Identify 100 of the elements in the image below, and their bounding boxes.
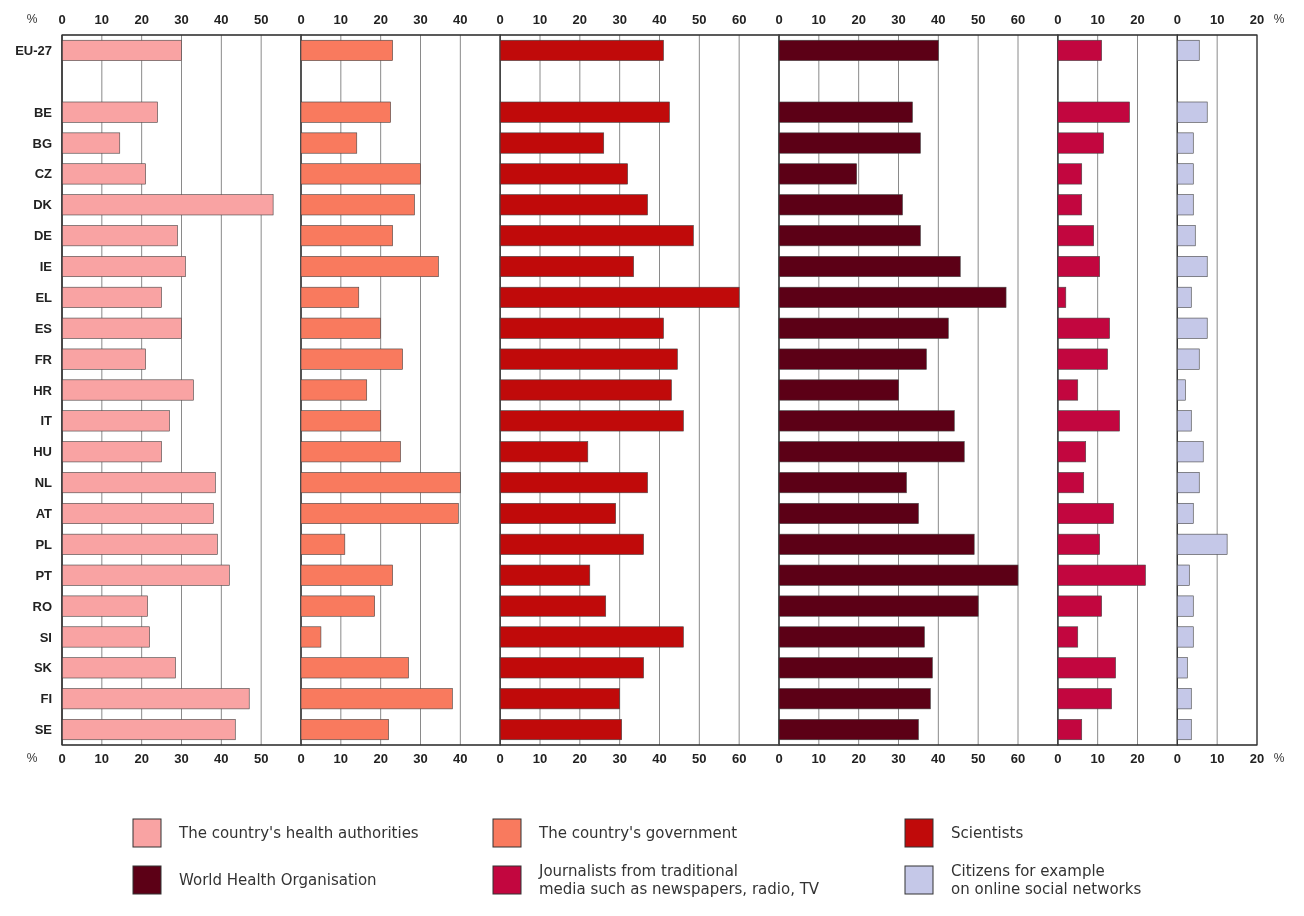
bar [1177,348,1200,370]
bar [499,719,622,741]
y-tick-label: BG [32,135,52,151]
bar [1057,39,1102,61]
bar [1177,101,1208,123]
bar [1057,379,1079,401]
bar [300,719,389,741]
x-tick-label: 20 [373,751,388,766]
x-tick-label: 10 [1209,751,1225,766]
legend-label: Citizens for example on online social networks [951,862,1142,899]
bar [778,595,979,617]
x-tick-label: 20 [572,751,588,766]
bar [1177,379,1186,401]
x2-tick-label: 40 [931,12,946,27]
bar [499,163,628,185]
bar [778,132,921,154]
x-tick-label: 40 [214,751,229,766]
bar [61,225,178,247]
bar [499,595,607,617]
x2-tick-label: 50 [970,12,986,27]
x-tick-label: 20 [1249,751,1265,766]
x-tick-label: 10 [333,751,349,766]
y-tick-label: ES [34,320,53,336]
bar [61,379,194,401]
bar [778,317,949,339]
bar [1057,533,1100,555]
y-tick-label: SE [34,722,53,738]
x2-tick-label: 30 [891,12,906,27]
bar [300,132,358,154]
x-tick-label: 20 [1130,751,1145,766]
y-tick-label: HU [33,444,52,460]
bar [1057,225,1094,247]
y-tick-label: EU-27 [15,42,52,58]
bar [1057,317,1110,339]
bar [499,441,589,463]
bar [61,595,148,617]
bar [778,688,931,710]
bar [499,132,605,154]
bar [1057,348,1108,370]
bar [1177,39,1200,61]
bar [778,657,933,679]
bar [1057,256,1100,278]
bar [300,688,453,710]
bar [778,502,919,524]
y-tick-label: PL [35,536,53,552]
bar [499,410,684,432]
bar [61,132,121,154]
bar [300,502,459,524]
bar [61,410,170,432]
bar [499,472,648,494]
bar [778,441,965,463]
x-tick-label: 10 [94,751,110,766]
bar [300,379,368,401]
y-tick-label: FI [40,691,52,707]
x-tick-label: 0 [775,751,783,766]
bar [300,626,322,648]
y-tick-label: DK [33,197,53,213]
bar [778,39,939,61]
bar [778,256,961,278]
x2-tick-label: 10 [1209,12,1225,27]
x2-tick-label: 10 [1090,12,1105,27]
x-tick-label: 0 [1054,751,1062,766]
bar [61,194,274,216]
x-tick-label: 0 [496,751,504,766]
x2-tick-label: 40 [214,12,229,27]
bar [499,688,620,710]
bar [778,163,857,185]
bar [61,441,162,463]
y-tick-label: PT [35,567,53,583]
bar [1057,688,1112,710]
legend-label: World Health Organisation [179,871,377,890]
x2-tick-label: 60 [1010,12,1026,27]
x-tick-label: 30 [413,751,428,766]
bar [300,39,393,61]
x-tick-label: 0 [1173,751,1181,766]
x2-tick-label: 10 [811,12,827,27]
x-tick-label: 40 [652,751,667,766]
bar [778,379,899,401]
bar [1177,502,1194,524]
bar [499,101,670,123]
y-tick-label: AT [35,506,53,522]
bar [1177,688,1192,710]
bar [499,317,664,339]
bar [61,317,182,339]
bar [778,719,919,741]
bar [61,626,150,648]
x-tick-label: 20 [851,751,866,766]
bar [61,256,186,278]
y-tick-label: CZ [34,166,53,182]
y-tick-label: SI [39,629,52,645]
x2-tick-label: 60 [731,12,747,27]
y-tick-label: DE [33,228,53,244]
x-tick-label: 60 [1010,751,1026,766]
x2-tick-label: 0 [775,12,783,27]
y-tick-label: FR [34,351,53,367]
x2-axis-title: % [1273,12,1285,26]
bar [499,39,664,61]
x2-tick-label: 10 [532,12,548,27]
bar [499,194,648,216]
x2-tick-label: 50 [253,12,269,27]
